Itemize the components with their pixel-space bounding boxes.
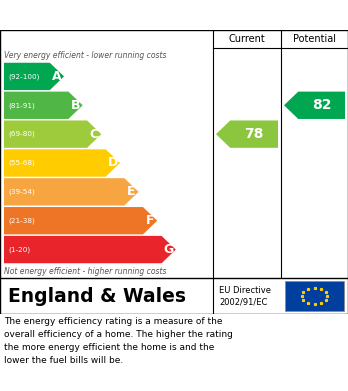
Polygon shape <box>4 207 157 234</box>
Text: 2002/91/EC: 2002/91/EC <box>219 298 267 307</box>
Text: (81-91): (81-91) <box>8 102 35 109</box>
Text: A: A <box>52 70 62 83</box>
Text: (69-80): (69-80) <box>8 131 35 137</box>
Text: Potential: Potential <box>293 34 336 44</box>
Text: G: G <box>164 243 174 256</box>
Text: B: B <box>71 99 80 112</box>
Text: (55-68): (55-68) <box>8 160 35 166</box>
Polygon shape <box>216 120 278 148</box>
Polygon shape <box>4 120 101 148</box>
Text: F: F <box>146 214 154 227</box>
Text: E: E <box>127 185 136 198</box>
Polygon shape <box>4 91 83 119</box>
Text: The energy efficiency rating is a measure of the
overall efficiency of a home. T: The energy efficiency rating is a measur… <box>4 317 233 364</box>
Text: C: C <box>90 127 99 141</box>
Text: (21-38): (21-38) <box>8 217 35 224</box>
Text: Very energy efficient - lower running costs: Very energy efficient - lower running co… <box>4 50 166 59</box>
Bar <box>285 281 344 311</box>
Text: Current: Current <box>229 34 266 44</box>
Text: Energy Efficiency Rating: Energy Efficiency Rating <box>8 7 218 23</box>
Text: (92-100): (92-100) <box>8 73 39 80</box>
Text: England & Wales: England & Wales <box>8 287 186 305</box>
Polygon shape <box>4 236 176 263</box>
Polygon shape <box>4 149 120 177</box>
Text: 78: 78 <box>244 127 264 141</box>
Polygon shape <box>4 178 139 206</box>
Polygon shape <box>4 63 64 90</box>
Text: (1-20): (1-20) <box>8 246 30 253</box>
Polygon shape <box>284 91 345 119</box>
Text: 82: 82 <box>312 98 331 112</box>
Text: Not energy efficient - higher running costs: Not energy efficient - higher running co… <box>4 267 166 276</box>
Text: EU Directive: EU Directive <box>219 286 271 295</box>
Text: (39-54): (39-54) <box>8 188 35 195</box>
Text: D: D <box>108 156 118 170</box>
